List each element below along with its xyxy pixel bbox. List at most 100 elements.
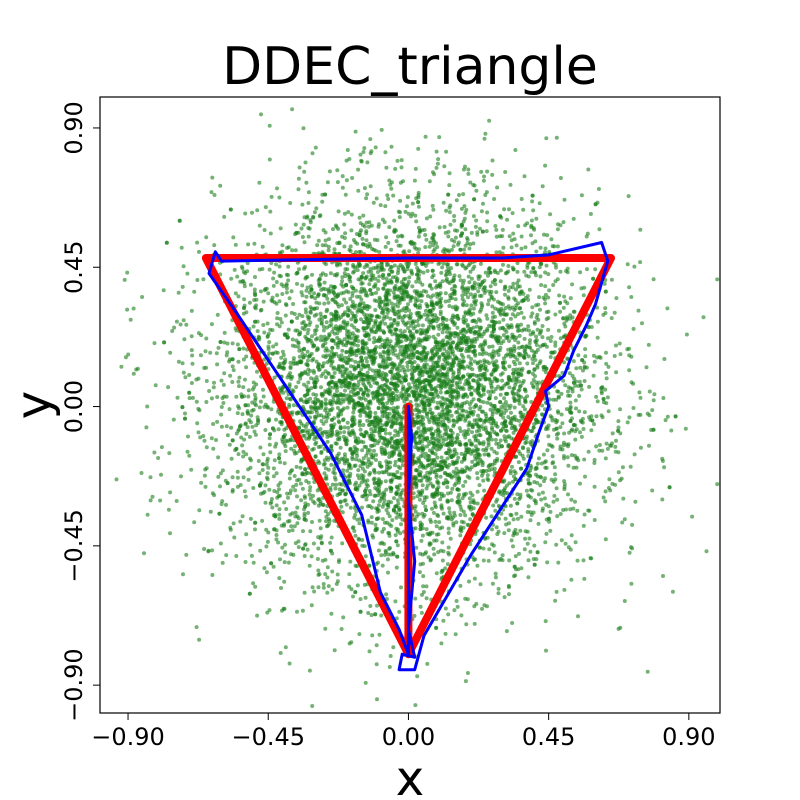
scatter-point — [274, 280, 279, 284]
scatter-point — [525, 541, 530, 546]
scatter-point — [354, 353, 359, 358]
scatter-point — [255, 415, 260, 420]
scatter-point — [547, 288, 552, 293]
scatter-point — [237, 384, 241, 389]
scatter-point — [197, 637, 202, 642]
scatter-point — [310, 585, 315, 590]
scatter-point — [406, 382, 411, 387]
scatter-point — [364, 356, 368, 361]
scatter-point — [321, 582, 326, 586]
scatter-point — [275, 311, 280, 315]
scatter-point — [268, 432, 273, 437]
scatter-point — [288, 488, 293, 493]
scatter-point — [424, 317, 429, 322]
scatter-point — [248, 516, 253, 521]
scatter-point — [516, 301, 521, 306]
scatter-point — [381, 354, 386, 359]
scatter-point — [578, 430, 582, 435]
scatter-point — [365, 192, 370, 197]
scatter-point — [461, 303, 466, 308]
scatter-point — [527, 287, 532, 292]
scatter-point — [126, 352, 131, 357]
scatter-point — [332, 247, 337, 252]
scatter-point — [570, 386, 575, 391]
scatter-point — [244, 365, 249, 370]
scatter-point — [340, 185, 345, 190]
scatter-point — [517, 379, 522, 384]
scatter-point — [229, 276, 234, 281]
scatter-point — [600, 448, 605, 453]
scatter-point — [316, 278, 321, 283]
scatter-point — [293, 488, 298, 493]
scatter-point — [183, 375, 188, 380]
scatter-point — [496, 591, 501, 596]
scatter-point — [663, 418, 668, 423]
scatter-point — [415, 494, 420, 499]
scatter-point — [171, 417, 176, 422]
scatter-point — [209, 190, 214, 195]
scatter-point — [429, 286, 434, 291]
scatter-point — [326, 300, 331, 305]
scatter-point — [423, 455, 428, 460]
scatter-point — [451, 313, 456, 318]
scatter-point — [453, 235, 458, 240]
scatter-point — [379, 553, 384, 558]
scatter-point — [305, 547, 310, 552]
scatter-point — [253, 432, 258, 437]
scatter-point — [494, 525, 499, 530]
scatter-point — [517, 398, 522, 403]
scatter-point — [508, 316, 513, 321]
scatter-point — [364, 359, 369, 364]
scatter-point — [388, 316, 393, 321]
scatter-point — [361, 213, 366, 218]
scatter-point — [369, 318, 374, 323]
scatter-point — [430, 203, 435, 208]
scatter-point — [251, 560, 256, 565]
scatter-point — [369, 270, 374, 274]
scatter-point — [361, 456, 366, 461]
scatter-point — [350, 398, 355, 403]
scatter-point — [551, 283, 556, 287]
scatter-point — [290, 337, 295, 342]
scatter-point — [282, 579, 287, 584]
scatter-point — [533, 239, 538, 244]
scatter-point — [529, 218, 534, 223]
scatter-point — [395, 527, 400, 532]
scatter-point — [345, 261, 350, 266]
scatter-point — [361, 301, 366, 306]
scatter-point — [409, 323, 413, 328]
scatter-point — [562, 587, 567, 592]
scatter-point — [367, 305, 372, 309]
scatter-point — [539, 412, 544, 417]
scatter-point — [216, 455, 221, 460]
scatter-point — [493, 396, 498, 400]
scatter-point — [425, 294, 430, 298]
scatter-point — [582, 410, 587, 415]
scatter-point — [313, 454, 318, 459]
scatter-point — [535, 474, 540, 479]
scatter-point — [617, 341, 622, 346]
scatter-point — [298, 398, 303, 403]
scatter-point — [237, 375, 242, 380]
scatter-point — [407, 308, 412, 313]
scatter-point — [349, 212, 354, 217]
scatter-point — [439, 270, 444, 275]
scatter-point — [446, 545, 451, 550]
scatter-point — [534, 466, 539, 471]
scatter-point — [419, 389, 424, 394]
scatter-point — [446, 531, 451, 535]
scatter-point — [242, 489, 247, 494]
scatter-point — [390, 348, 395, 353]
scatter-point — [363, 595, 368, 600]
scatter-point — [553, 343, 558, 348]
scatter-point — [501, 333, 506, 338]
scatter-point — [391, 290, 396, 295]
scatter-point — [370, 391, 375, 396]
scatter-point — [331, 227, 335, 232]
scatter-point — [340, 279, 345, 283]
scatter-point — [380, 405, 385, 410]
scatter-point — [308, 220, 313, 225]
scatter-point — [394, 565, 399, 570]
scatter-point — [180, 361, 185, 366]
scatter-point — [271, 276, 276, 281]
